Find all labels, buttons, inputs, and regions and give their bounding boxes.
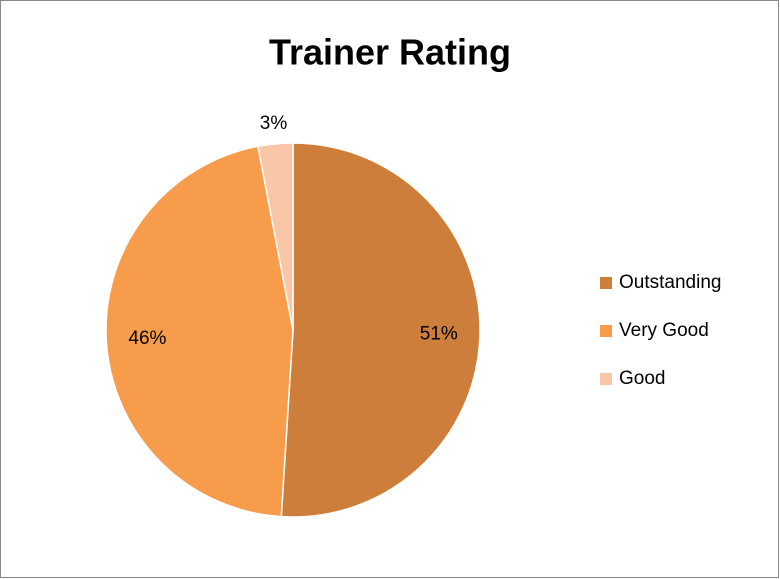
legend-swatch xyxy=(600,373,612,385)
legend-label: Very Good xyxy=(619,320,709,341)
data-label: 51% xyxy=(420,324,458,345)
pie-slice xyxy=(257,142,294,331)
data-label: 46% xyxy=(128,328,166,349)
chart-title: Trainer Rating xyxy=(269,32,511,73)
legend-swatch xyxy=(600,325,612,337)
pie-slice xyxy=(105,145,294,518)
legend-label: Outstanding xyxy=(619,272,721,293)
pie-slice xyxy=(280,142,481,518)
data-label: 3% xyxy=(260,113,288,134)
legend-label: Good xyxy=(619,368,665,389)
legend-swatch xyxy=(600,277,612,289)
